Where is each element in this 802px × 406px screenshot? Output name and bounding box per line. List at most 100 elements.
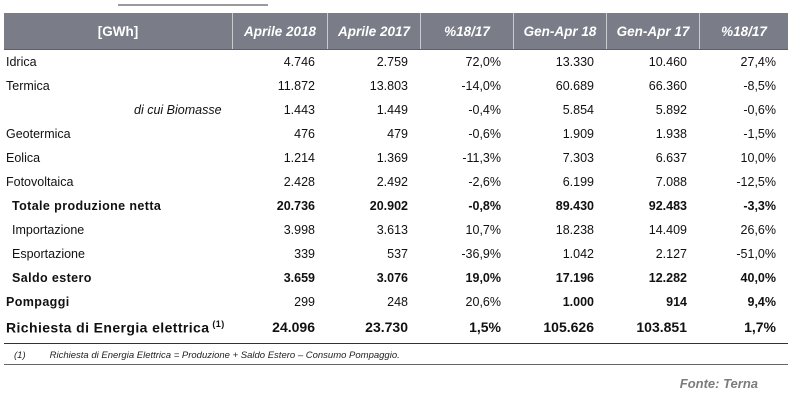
table-row: Fotovoltaica 2.428 2.492 -2,6% 6.199 7.0… xyxy=(4,170,788,194)
cell-april-2017: 479 xyxy=(387,127,408,141)
row-label: Pompaggi xyxy=(6,295,70,309)
cell-pct-month: 20,6% xyxy=(465,295,501,309)
cell-april-2018: 3.998 xyxy=(283,223,315,237)
footnote: (1) Richiesta di Energia Elettrica = Prod… xyxy=(14,350,400,361)
cell-april-2018: 20.736 xyxy=(276,199,315,213)
cell-april-2017: 1.449 xyxy=(376,103,408,117)
row-label-text: Richiesta di Energia elettrica xyxy=(6,319,210,336)
cell-april-2017: 537 xyxy=(387,247,408,261)
cell-april-2018: 1.214 xyxy=(283,151,315,165)
cell-jan-apr-18: 1.000 xyxy=(562,295,594,309)
cell-april-2018: 24.096 xyxy=(272,319,315,335)
cell-pct-month: -2,6% xyxy=(468,175,501,189)
cell-jan-apr-17: 66.360 xyxy=(648,79,687,93)
footnote-text: Richiesta di Energia Elettrica = Produzi… xyxy=(49,350,400,361)
cell-pct-month: -36,9% xyxy=(461,247,501,261)
header-april-2017: Aprile 2017 xyxy=(327,13,420,49)
cell-april-2018: 4.746 xyxy=(283,55,315,69)
cell-pct-month: -0,4% xyxy=(468,103,501,117)
cell-jan-apr-18: 17.196 xyxy=(555,271,594,285)
cell-jan-apr-17: 6.637 xyxy=(655,151,687,165)
cell-jan-apr-17: 92.483 xyxy=(648,199,687,213)
cell-pct-ytd: 10,0% xyxy=(740,151,776,165)
row-label: Saldo estero xyxy=(12,271,92,285)
table-row: Termica 11.872 13.803 -14,0% 60.689 66.3… xyxy=(4,74,788,98)
source-label: Fonte: Terna xyxy=(679,376,758,391)
row-label: Idrica xyxy=(6,55,37,69)
row-label: Geotermica xyxy=(6,127,71,141)
row-label: Richiesta di Energia elettrica (1) xyxy=(4,319,232,336)
cell-pct-ytd: -51,0% xyxy=(736,247,776,261)
cell-pct-ytd: 40,0% xyxy=(740,271,776,285)
footnote-mark: (1) xyxy=(14,350,26,361)
cell-april-2017: 20.902 xyxy=(369,199,408,213)
cell-pct-month: -0,8% xyxy=(468,199,501,213)
cell-pct-ytd: -8,5% xyxy=(743,79,776,93)
cell-pct-ytd: -0,6% xyxy=(743,103,776,117)
cell-april-2018: 3.659 xyxy=(283,271,315,285)
cell-jan-apr-17: 10.460 xyxy=(648,55,687,69)
cell-april-2017: 3.076 xyxy=(376,271,408,285)
cell-jan-apr-18: 1.909 xyxy=(562,127,594,141)
cell-jan-apr-18: 7.303 xyxy=(562,151,594,165)
cell-april-2017: 13.803 xyxy=(369,79,408,93)
row-label: Eolica xyxy=(6,151,41,165)
cell-jan-apr-17: 103.851 xyxy=(636,319,687,335)
cell-jan-apr-18: 1.042 xyxy=(562,247,594,261)
cell-jan-apr-17: 7.088 xyxy=(655,175,687,189)
cell-pct-ytd: 1,7% xyxy=(744,319,776,335)
divider-top xyxy=(4,343,788,344)
cell-pct-ytd: -12,5% xyxy=(736,175,776,189)
cell-jan-apr-18: 13.330 xyxy=(555,55,594,69)
cell-jan-apr-18: 105.626 xyxy=(543,319,594,335)
row-label: Importazione xyxy=(12,223,85,237)
cell-jan-apr-17: 14.409 xyxy=(648,223,687,237)
header-pct-ytd: %18/17 xyxy=(699,13,788,49)
header-pct-month: %18/17 xyxy=(420,13,513,49)
header-unit: [GWh] xyxy=(97,23,139,39)
cell-pct-ytd: 9,4% xyxy=(747,295,777,309)
cell-april-2018: 11.872 xyxy=(277,79,315,93)
cell-april-2018: 1.443 xyxy=(283,103,315,117)
divider-bottom xyxy=(4,364,788,365)
row-label: di cui Biomasse xyxy=(134,103,222,117)
energy-table: [GWh] Aprile 2018 Aprile 2017 %18/17 Gen… xyxy=(4,13,788,340)
table-row: di cui Biomasse 1.443 1.449 -0,4% 5.854 … xyxy=(4,98,788,122)
cell-pct-ytd: -3,3% xyxy=(743,199,776,213)
table-row: Eolica 1.214 1.369 -11,3% 7.303 6.637 10… xyxy=(4,146,788,170)
cell-jan-apr-18: 89.430 xyxy=(555,199,594,213)
header-jan-apr-18: Gen-Apr 18 xyxy=(513,13,606,49)
table-row: Esportazione 339 537 -36,9% 1.042 2.127 … xyxy=(4,242,788,266)
table-header: [GWh] Aprile 2018 Aprile 2017 %18/17 Gen… xyxy=(4,13,788,50)
cell-jan-apr-17: 914 xyxy=(666,295,687,309)
cell-april-2017: 1.369 xyxy=(376,151,408,165)
cell-april-2018: 2.428 xyxy=(283,175,315,189)
cell-jan-apr-18: 18.238 xyxy=(555,223,594,237)
header-april-2018: Aprile 2018 xyxy=(232,13,327,49)
cell-jan-apr-18: 6.199 xyxy=(562,175,594,189)
table-row-total: Totale produzione netta 20.736 20.902 -0… xyxy=(4,194,788,218)
table-row: Geotermica 476 479 -0,6% 1.909 1.938 -1,… xyxy=(4,122,788,146)
top-strip xyxy=(0,0,802,8)
cell-april-2017: 2.759 xyxy=(376,55,408,69)
cell-april-2017: 23.730 xyxy=(365,319,408,335)
table-row-demand: Richiesta di Energia elettrica (1) 24.096… xyxy=(4,314,788,340)
cell-pct-month: -11,3% xyxy=(462,151,501,165)
cropped-title-fragment xyxy=(118,0,268,6)
cell-april-2017: 248 xyxy=(387,295,408,309)
row-label: Totale produzione netta xyxy=(12,199,162,213)
cell-jan-apr-17: 12.282 xyxy=(648,271,687,285)
cell-pct-month: 1,5% xyxy=(469,319,501,335)
cell-pct-ytd: 27,4% xyxy=(740,55,776,69)
row-label: Esportazione xyxy=(12,247,85,261)
cell-april-2018: 476 xyxy=(294,127,315,141)
cell-jan-apr-17: 1.938 xyxy=(655,127,687,141)
cell-pct-month: 19,0% xyxy=(465,271,501,285)
cell-pct-ytd: 26,6% xyxy=(740,223,776,237)
footnote-ref: (1) xyxy=(212,318,225,329)
cell-april-2018: 339 xyxy=(294,247,315,261)
cell-jan-apr-17: 5.892 xyxy=(655,103,687,117)
table-row-pumping: Pompaggi 299 248 20,6% 1.000 914 9,4% xyxy=(4,290,788,314)
table-row: Idrica 4.746 2.759 72,0% 13.330 10.460 2… xyxy=(4,50,788,74)
row-label: Fotovoltaica xyxy=(6,175,74,189)
